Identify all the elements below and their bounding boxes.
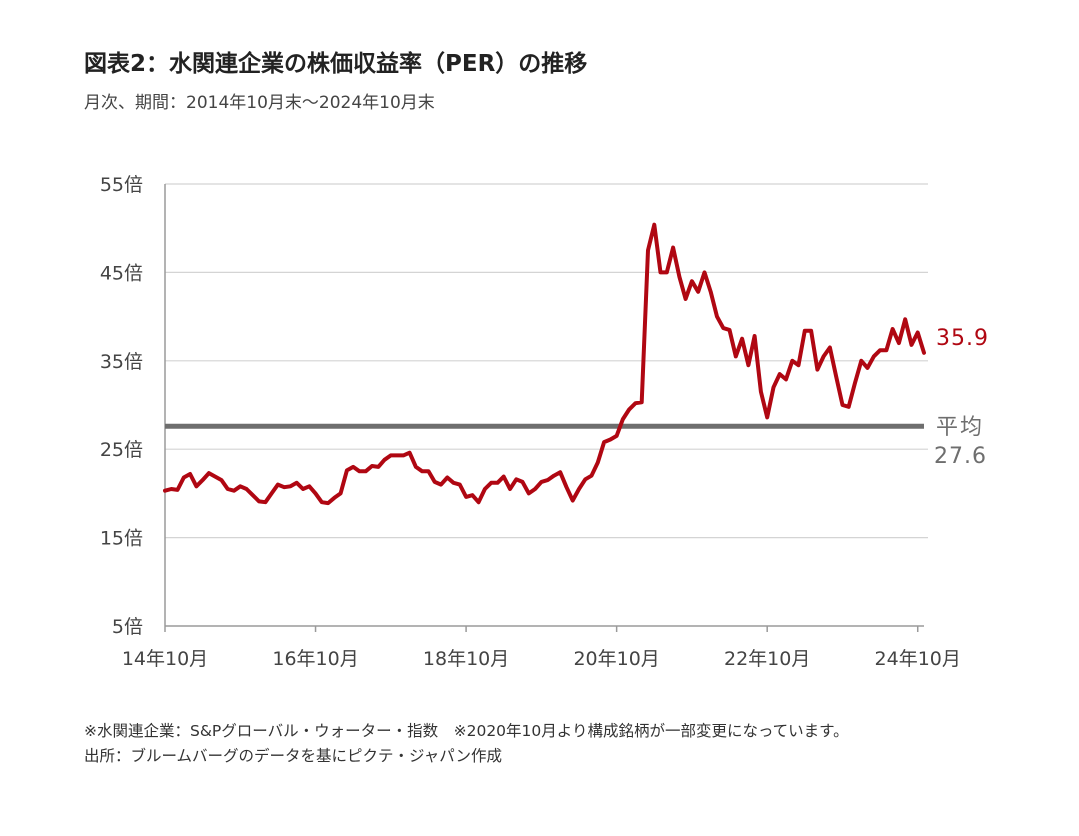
grid-layer [165,183,928,539]
x-tick-label: 18年10月 [423,648,509,670]
average-value-label: 27.6 [934,444,987,469]
y-tick-label: 25倍 [100,439,143,461]
per-series-line [163,222,926,506]
x-tick-label: 24年10月 [875,648,961,670]
average-label: 平均 [936,415,984,440]
chart-title: 図表2：水関連企業の株価収益率（PER）の推移 [84,51,588,77]
y-tick-label: 35倍 [100,351,143,373]
axis-layer: 5倍 15倍 25倍 35倍 45倍 55倍 14年10月 16年10月 18年10月 20年10… [100,174,961,670]
x-tick-label: 22年10月 [724,648,810,670]
end-value-label: 35.9 [936,326,989,351]
y-tick-label: 45倍 [100,262,143,284]
y-tick-label: 5倍 [112,616,143,638]
chart-subtitle: 月次、期間：2014年10月末～2024年10月末 [84,93,435,113]
x-tick-label: 14年10月 [122,648,208,670]
y-tick-label: 55倍 [100,174,143,196]
label-layer: 35.9 平均 27.6 [934,326,989,469]
y-tick-label: 15倍 [100,528,143,550]
footnote-source: 出所：ブルームバーグのデータを基にピクテ・ジャパン作成 [84,747,503,765]
series-layer [163,222,926,506]
x-tick-label: 16年10月 [272,648,358,670]
footnote-composition: ※水関連企業：S&Pグローバル・ウォーター・指数 ※2020年10月より構成銘柄… [84,722,849,740]
x-tick-label: 20年10月 [573,648,659,670]
